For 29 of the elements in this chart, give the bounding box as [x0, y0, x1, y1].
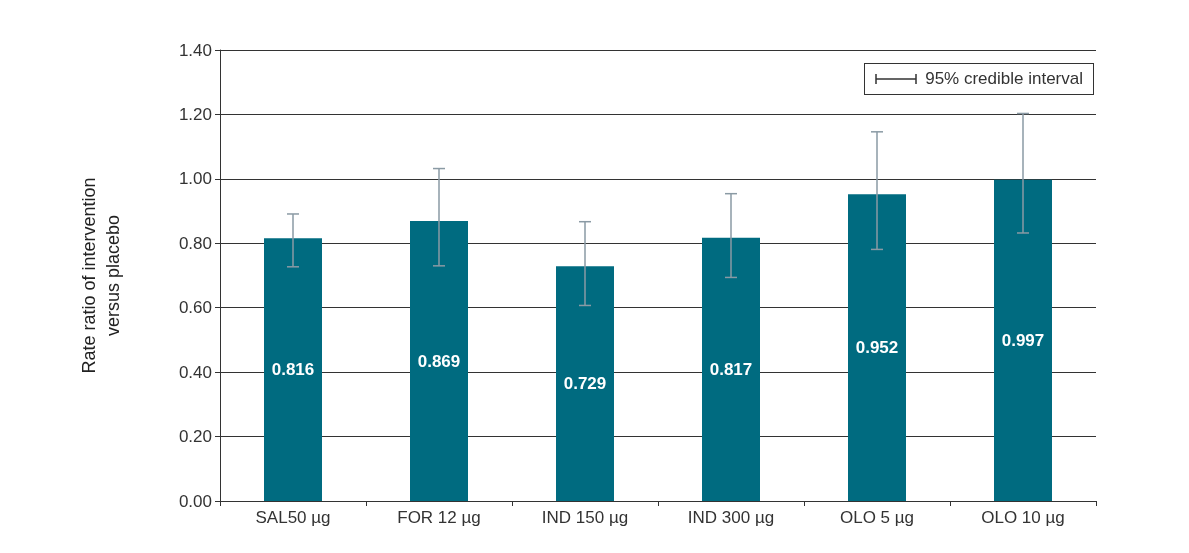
annotation: 95% credible interval	[925, 69, 1083, 89]
bar	[702, 237, 760, 501]
x-tick-label: FOR 12 µg	[397, 508, 481, 527]
bar	[994, 179, 1052, 501]
key-box: 95% credible interval	[864, 63, 1094, 95]
x-tick-label: OLO 10 µg	[981, 508, 1065, 527]
bar	[556, 266, 614, 501]
y-tick-label: 0.40	[178, 362, 212, 382]
x-tick-label: OLO 5 µg	[839, 508, 915, 527]
data-label: 0.869	[417, 351, 461, 371]
x-tick-label: IND 300 µg	[687, 508, 775, 527]
data-label: 0.952	[855, 338, 899, 358]
y-tick-label: 0.20	[178, 427, 212, 447]
y-tick-label: 1.40	[178, 40, 212, 60]
data-label: 0.997	[1001, 330, 1045, 350]
y-tick-label: 0.80	[178, 233, 212, 253]
bar	[848, 194, 906, 501]
y-tick-label: 1.20	[178, 104, 212, 124]
y-axis-title: Rate ratio of intervention versus placebo	[79, 177, 123, 374]
bar	[264, 238, 322, 501]
data-label: 0.816	[271, 360, 315, 380]
y-tick-label: 0.60	[178, 298, 212, 318]
bar	[410, 221, 468, 501]
y-tick-label: 1.00	[178, 169, 212, 189]
x-tick-label: SAL50 µg	[255, 508, 331, 527]
y-tick-label: 0.00	[178, 491, 212, 511]
data-label: 0.817	[709, 359, 753, 379]
x-tick-label: IND 150 µg	[541, 508, 629, 527]
data-label: 0.729	[563, 374, 607, 394]
